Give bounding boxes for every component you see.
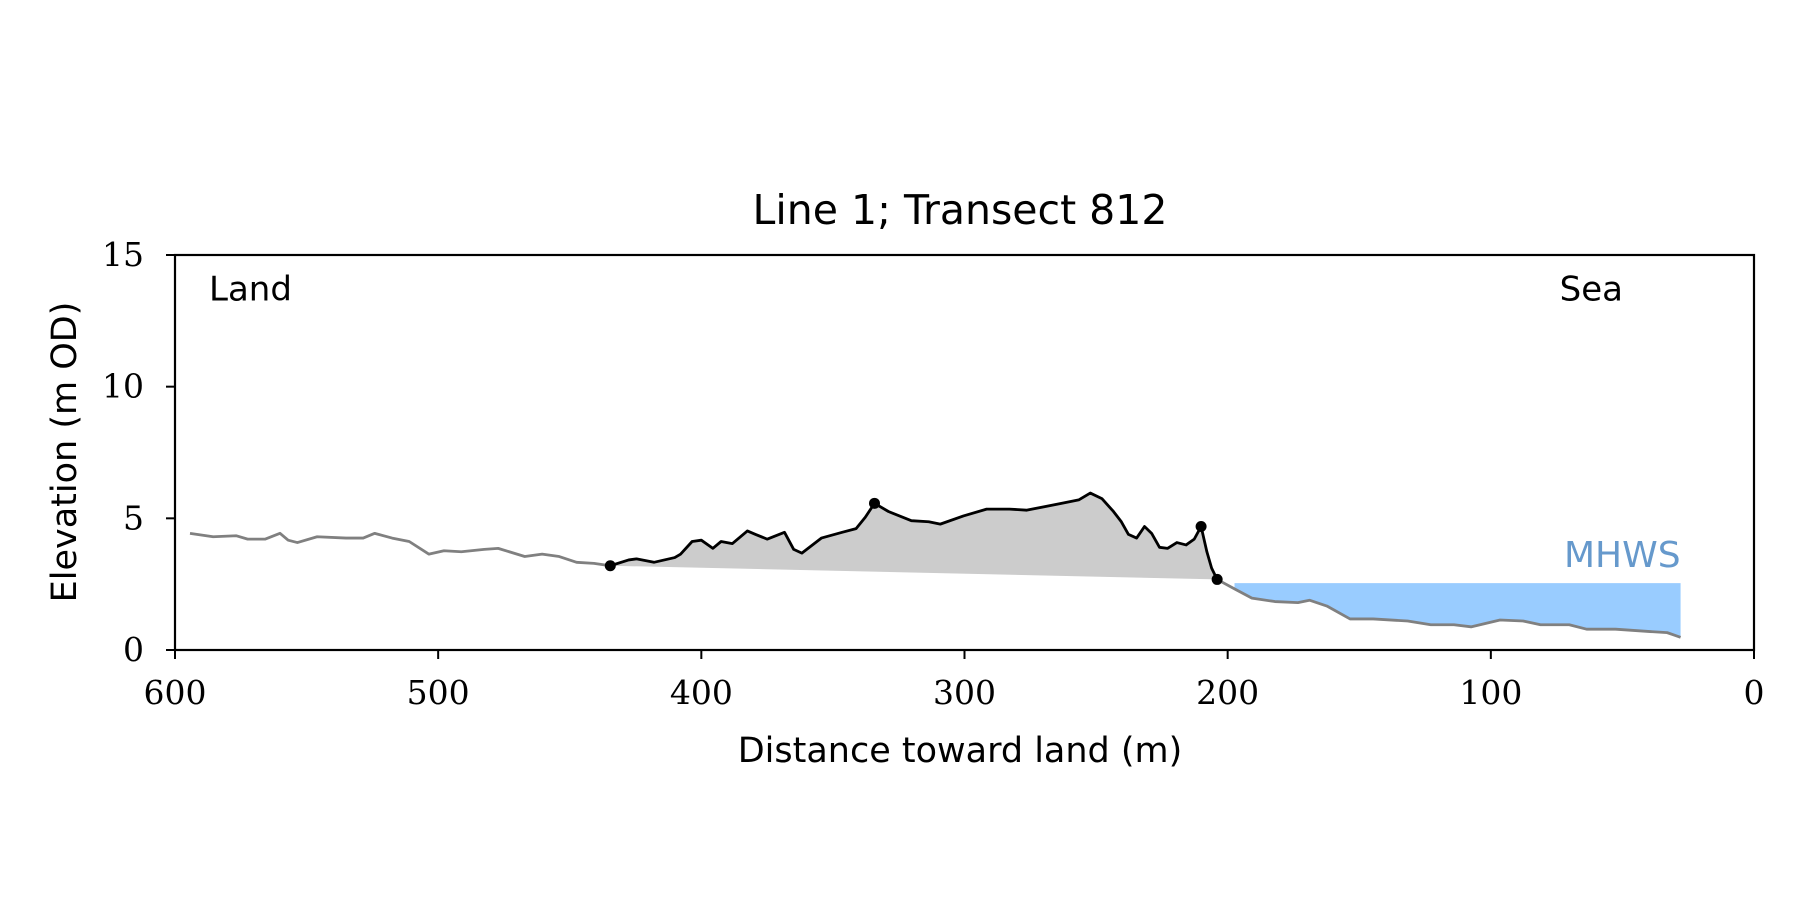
annotation: Sea [1560, 270, 1623, 310]
marker [1195, 520, 1207, 532]
profile-line [189, 531, 611, 568]
chart-title: Line 1; Transect 812 [753, 186, 1168, 234]
analysis-area [610, 493, 1218, 580]
x-tick-label: 600 [144, 673, 207, 712]
x-tick-label: 100 [1459, 673, 1522, 712]
x-tick-label: 400 [670, 673, 733, 712]
y-tick-label: 5 [123, 498, 144, 537]
marker [868, 497, 880, 509]
y-tick-label: 15 [102, 235, 144, 274]
x-tick-label: 500 [407, 673, 470, 712]
profile-line [1216, 578, 1682, 639]
x-axis-label: Distance toward land (m) [738, 731, 1183, 771]
marker [1211, 573, 1223, 585]
marker [604, 560, 616, 572]
x-tick-label: 200 [1196, 673, 1259, 712]
y-axis-label: Elevation (m OD) [45, 302, 85, 603]
x-tick-label: 300 [933, 673, 996, 712]
x-tick-label: 0 [1744, 673, 1765, 712]
annotation: Land [209, 270, 292, 310]
mhws-label: MHWS [1564, 535, 1681, 576]
y-tick-label: 0 [123, 630, 144, 669]
profile-line [609, 491, 1219, 581]
y-tick-label: 10 [102, 367, 144, 406]
